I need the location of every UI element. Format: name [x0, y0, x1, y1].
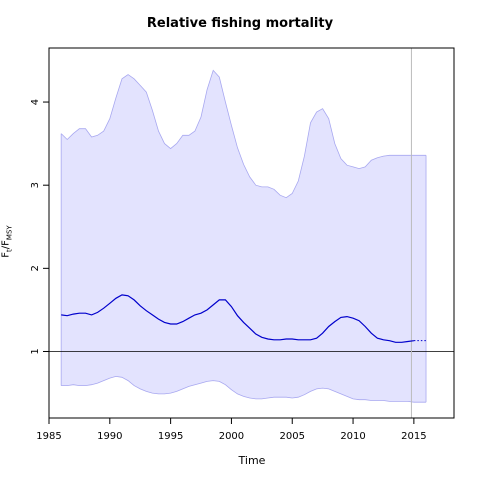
chart-title: Relative fishing mortality — [146, 16, 334, 31]
x-tick-label: 1990 — [97, 431, 122, 442]
y-axis-label-sub2: MSY — [5, 225, 14, 241]
x-tick-label: 2015 — [401, 431, 426, 442]
x-tick-label: 2000 — [219, 431, 244, 442]
y-axis-label-sep: /F — [0, 240, 12, 250]
x-tick-label: 1985 — [36, 431, 61, 442]
confidence-band-layer — [60, 69, 427, 403]
y-tick-label: 1 — [30, 348, 41, 354]
x-tick-label: 1995 — [158, 431, 183, 442]
y-axis-label-main: F — [0, 251, 12, 258]
y-tick-label: 2 — [30, 265, 41, 271]
y-axis-label: Ft/FMSY — [0, 225, 14, 260]
y-axis: 1 2 3 4 — [30, 99, 50, 355]
x-axis-label: Time — [238, 454, 266, 467]
y-tick-label: 3 — [30, 182, 41, 188]
y-axis-label-sub1: t — [5, 249, 14, 252]
x-tick-label: 2005 — [280, 431, 305, 442]
series-line-layer — [61, 294, 427, 343]
confidence-band — [61, 70, 426, 403]
series-line-0 — [61, 294, 414, 343]
band-upper-edge — [60, 69, 426, 199]
reference-lines-layer — [49, 48, 454, 418]
band-lower-edge — [61, 375, 426, 403]
y-tick-label: 4 — [30, 99, 41, 105]
x-axis: 1985 1990 1995 2000 2005 2010 2015 — [36, 417, 427, 442]
x-tick-label: 2010 — [340, 431, 365, 442]
